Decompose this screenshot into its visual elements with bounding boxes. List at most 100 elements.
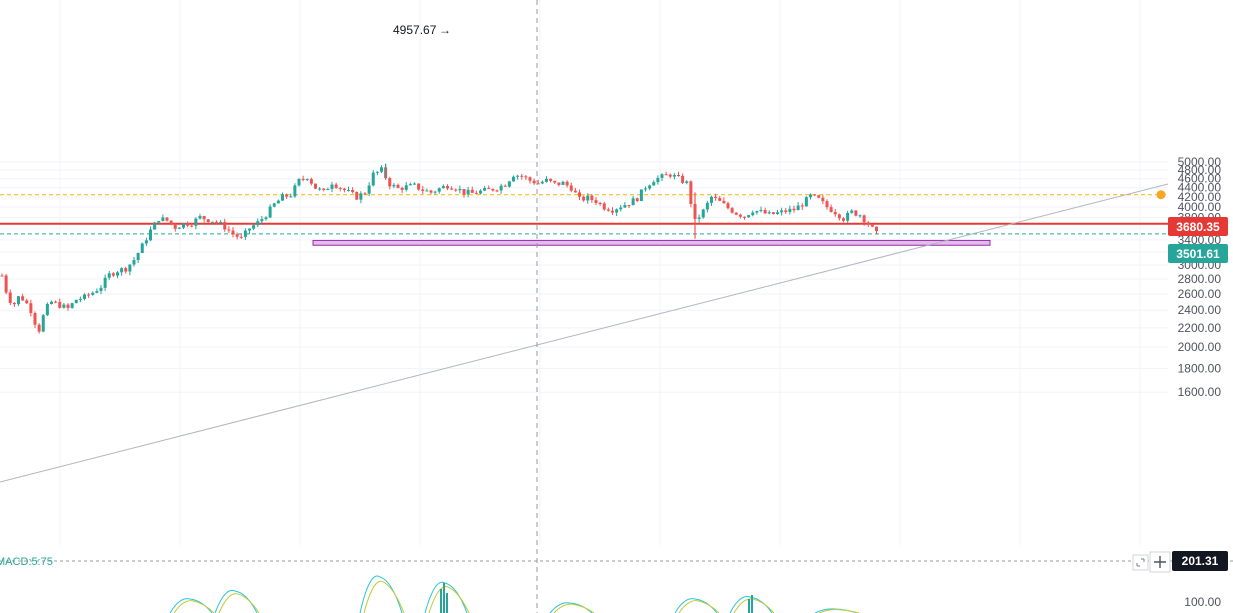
candle-body bbox=[190, 225, 194, 227]
candle-body bbox=[256, 221, 260, 226]
grid bbox=[0, 0, 1168, 545]
candle-body bbox=[87, 294, 91, 296]
alert-dot-icon[interactable] bbox=[1156, 190, 1166, 200]
candle-body bbox=[318, 188, 322, 190]
candle-body bbox=[516, 175, 520, 177]
candle-body bbox=[264, 217, 268, 220]
candle-body bbox=[491, 188, 495, 191]
candle-body bbox=[305, 179, 309, 181]
candle-body bbox=[747, 215, 751, 218]
candle-body bbox=[161, 217, 165, 221]
candle-body bbox=[573, 190, 577, 193]
macd-lines bbox=[169, 575, 860, 613]
signal-line bbox=[733, 598, 775, 613]
signal-line bbox=[818, 608, 860, 613]
candle-body bbox=[12, 302, 16, 305]
candle-body bbox=[726, 203, 730, 209]
candle-body bbox=[800, 205, 804, 207]
candle-body bbox=[474, 192, 478, 194]
candle-body bbox=[586, 195, 590, 201]
candle-body bbox=[367, 185, 371, 194]
candle-body bbox=[689, 181, 693, 204]
candle-body bbox=[91, 292, 95, 295]
candle-body bbox=[503, 185, 507, 187]
candle-body bbox=[842, 218, 845, 221]
macd-histogram-bar bbox=[751, 595, 753, 613]
price-badge: 3680.35 bbox=[1168, 217, 1228, 236]
add-icon[interactable] bbox=[1149, 551, 1171, 573]
candle-body bbox=[780, 210, 784, 213]
trendline[interactable] bbox=[0, 183, 1169, 483]
support-zone[interactable] bbox=[312, 239, 991, 246]
macd-histogram-bar bbox=[443, 583, 445, 613]
candle-body bbox=[602, 203, 606, 210]
price-axis[interactable]: 5000.004800.004600.004400.004200.004000.… bbox=[1178, 155, 1222, 399]
candle-body bbox=[499, 185, 503, 191]
candle-body bbox=[243, 230, 247, 237]
candle-body bbox=[78, 298, 82, 300]
candle-body bbox=[821, 197, 825, 202]
candle-body bbox=[846, 212, 850, 221]
price-badge: 3501.61 bbox=[1168, 244, 1228, 263]
candle-body bbox=[606, 209, 610, 211]
y-tick-label: 5000.00 bbox=[1178, 155, 1222, 169]
candle-body bbox=[186, 223, 190, 226]
candle-body bbox=[520, 175, 524, 177]
high-annotation: 4957.67 → bbox=[393, 23, 451, 37]
candle-body bbox=[495, 190, 499, 192]
candle-body bbox=[557, 182, 561, 185]
candle-body bbox=[619, 207, 623, 210]
y-tick-label: 1600.00 bbox=[1178, 385, 1222, 399]
candle-body bbox=[809, 194, 812, 198]
candle-body bbox=[466, 189, 470, 195]
candle-body bbox=[21, 296, 25, 301]
y-tick-label: 1800.00 bbox=[1178, 361, 1222, 375]
candle-body bbox=[359, 193, 363, 200]
y-tick-label: 3400.00 bbox=[1178, 233, 1222, 247]
candle-body bbox=[611, 210, 614, 213]
candle-body bbox=[429, 190, 433, 193]
candle-body bbox=[235, 234, 239, 237]
candle-body bbox=[767, 212, 771, 214]
candle-body bbox=[718, 198, 722, 201]
maximize-pane-button[interactable] bbox=[1132, 554, 1149, 571]
candle-body bbox=[664, 174, 668, 176]
candle-body bbox=[796, 205, 800, 211]
candle-body bbox=[710, 196, 713, 203]
candle-body bbox=[594, 200, 598, 204]
candle-body bbox=[590, 195, 594, 201]
macd-label: MACD:5:75 bbox=[0, 556, 53, 568]
candle-body bbox=[74, 299, 78, 304]
candle-body bbox=[111, 273, 115, 276]
candle-body bbox=[231, 230, 235, 235]
candle-body bbox=[400, 187, 404, 190]
candle-body bbox=[833, 212, 837, 215]
candle-body bbox=[173, 223, 177, 229]
candle-body bbox=[421, 189, 425, 191]
candle-body bbox=[446, 186, 449, 189]
candle-body bbox=[507, 181, 511, 187]
high-annotation-label: 4957.67 bbox=[393, 23, 437, 37]
candle-body bbox=[437, 188, 441, 192]
price-badge-label: 3501.61 bbox=[1176, 247, 1220, 261]
candle-body bbox=[759, 210, 763, 212]
candle-body bbox=[252, 225, 256, 229]
candle-body bbox=[136, 253, 140, 261]
candle-body bbox=[870, 224, 874, 227]
candle-body bbox=[239, 236, 243, 238]
svg-text:201.31: 201.31 bbox=[1182, 554, 1219, 568]
candle-body bbox=[771, 212, 775, 215]
candle-body bbox=[722, 200, 726, 204]
candle-body bbox=[50, 301, 53, 304]
macd-histogram-bar bbox=[446, 593, 448, 613]
candle-body bbox=[524, 176, 528, 178]
candle-body bbox=[487, 188, 491, 190]
candle-body bbox=[66, 304, 70, 308]
candle-body bbox=[338, 187, 342, 189]
candle-body bbox=[470, 189, 474, 193]
candle-body bbox=[565, 181, 569, 186]
candle-body bbox=[462, 188, 466, 195]
candle-body bbox=[58, 301, 62, 308]
candle-body bbox=[223, 221, 227, 230]
